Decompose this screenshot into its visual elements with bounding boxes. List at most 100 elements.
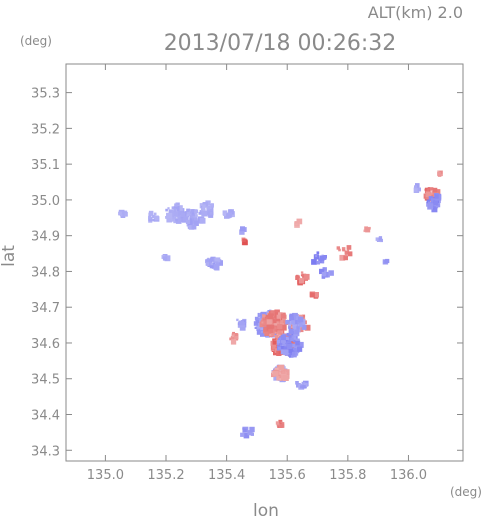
echo-point: [279, 378, 282, 381]
echo-point: [255, 320, 259, 324]
echo-point: [186, 209, 190, 212]
echo-point: [123, 212, 127, 216]
x-unit-label: (deg): [450, 485, 482, 499]
echo-point: [347, 249, 350, 252]
echo-point: [414, 185, 417, 189]
echo-point: [154, 215, 159, 221]
echo-point: [290, 337, 294, 342]
y-tick-label: 34.9: [31, 230, 60, 245]
echo-point: [292, 351, 296, 355]
echo-point: [278, 330, 282, 335]
echo-point: [274, 327, 277, 330]
echo-point: [189, 218, 192, 221]
echo-point: [281, 346, 285, 350]
echo-point: [275, 316, 281, 322]
echo-point: [152, 219, 155, 222]
echo-point: [268, 328, 274, 334]
echo-point: [205, 200, 211, 206]
echo-point: [343, 255, 348, 261]
echo-point: [271, 324, 275, 328]
echo-point: [237, 322, 241, 326]
echo-point: [260, 327, 263, 331]
echo-point: [240, 432, 245, 437]
echo-point: [285, 337, 290, 342]
echo-point: [249, 426, 255, 433]
echo-point: [274, 309, 280, 315]
echo-point: [239, 229, 245, 235]
echo-point: [294, 329, 299, 335]
echo-point: [232, 333, 239, 340]
y-axis-label: lat: [0, 245, 19, 267]
echo-point: [260, 329, 265, 334]
echo-point: [263, 326, 269, 332]
echo-point: [170, 219, 173, 222]
x-tick-label: 135.0: [87, 468, 124, 483]
echo-point: [342, 248, 345, 252]
echo-point: [302, 314, 306, 318]
echo-point: [230, 339, 237, 345]
echo-point: [166, 212, 173, 219]
echo-point: [297, 341, 304, 348]
echo-point: [183, 215, 189, 222]
echo-point: [171, 206, 175, 210]
echo-point: [173, 211, 179, 216]
echo-point: [276, 340, 281, 344]
echo-point: [256, 325, 262, 331]
echo-point: [202, 204, 206, 208]
echo-point: [292, 323, 297, 329]
echo-point: [232, 331, 235, 335]
echo-point: [205, 262, 210, 266]
echo-point: [417, 187, 421, 192]
echo-point: [194, 209, 199, 214]
echo-point: [280, 342, 283, 346]
x-tick-label: 136.0: [390, 468, 427, 483]
x-axis-label: lon: [253, 501, 279, 521]
echo-point: [278, 423, 283, 428]
echo-point: [295, 275, 300, 280]
echo-point: [375, 237, 380, 241]
echo-point: [210, 262, 214, 266]
echo-point: [425, 191, 432, 198]
echo-point: [148, 210, 154, 216]
echo-point: [191, 224, 197, 230]
echo-point: [365, 227, 371, 233]
echo-point: [279, 337, 282, 340]
echo-point: [319, 255, 325, 261]
y-tick-label: 34.7: [31, 301, 60, 316]
echo-point: [304, 324, 311, 331]
echo-point: [208, 206, 212, 209]
echo-point: [175, 202, 180, 207]
echo-point: [282, 349, 289, 356]
echo-point: [271, 333, 275, 337]
echo-point: [188, 220, 193, 226]
echo-point: [328, 270, 334, 276]
echo-point: [292, 312, 298, 319]
echo-point: [437, 172, 441, 176]
altitude-label: ALT(km) 2.0: [368, 3, 463, 22]
echo-point: [324, 272, 328, 276]
echo-point: [303, 382, 308, 387]
y-tick-label: 34.3: [31, 444, 60, 459]
echo-point: [118, 211, 122, 216]
y-axis-ticks: 34.3 34.4 34.5 34.6 34.7 34.8 34.9 35.0 35.1 35.2…: [31, 87, 463, 459]
echo-point: [298, 326, 304, 333]
y-tick-label: 35.0: [31, 194, 60, 209]
echo-point: [209, 262, 216, 269]
echo-point: [433, 200, 439, 206]
echo-point: [301, 381, 306, 386]
echo-point: [270, 310, 274, 314]
y-tick-label: 34.5: [31, 373, 60, 388]
echo-point: [300, 385, 303, 389]
echo-point: [309, 292, 315, 298]
echo-point: [321, 260, 325, 264]
echo-point: [167, 207, 170, 210]
y-unit-label: (deg): [20, 34, 52, 48]
plot-frame: [65, 63, 464, 462]
echo-point: [267, 313, 274, 320]
echo-point: [190, 209, 195, 214]
echo-point: [276, 314, 281, 319]
echo-point: [164, 255, 171, 262]
echo-point: [346, 245, 352, 250]
echo-point: [427, 187, 431, 190]
echo-point: [288, 348, 293, 353]
